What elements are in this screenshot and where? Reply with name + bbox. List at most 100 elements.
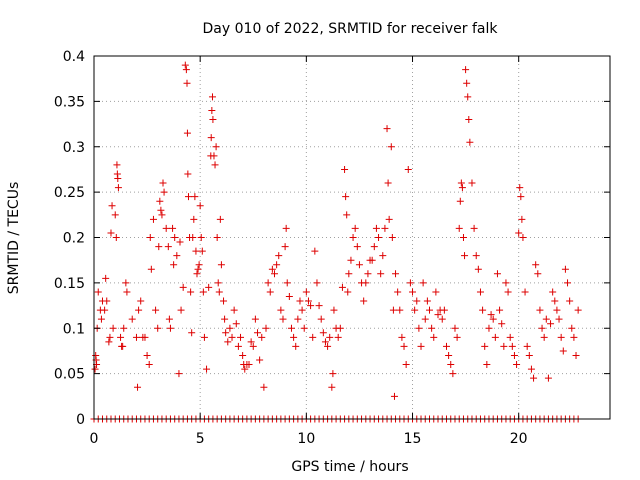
data-point (188, 329, 196, 337)
data-point (487, 311, 495, 319)
data-point (221, 315, 229, 323)
data-point (285, 292, 293, 300)
grid-lines (94, 56, 610, 419)
data-point (319, 329, 327, 337)
data-point (215, 288, 223, 296)
data-point (147, 265, 155, 273)
data-point (515, 229, 523, 237)
data-point (451, 324, 459, 332)
y-tick-label: 0.2 (63, 231, 85, 247)
data-point (336, 324, 344, 332)
data-point (525, 351, 533, 359)
data-point (251, 315, 259, 323)
data-point (493, 270, 501, 278)
data-point (459, 234, 467, 241)
data-point (568, 324, 576, 332)
data-point (220, 297, 228, 305)
data-point (155, 243, 163, 251)
data-point (262, 324, 270, 332)
data-point (527, 365, 535, 373)
y-tick-label: 0.25 (54, 185, 85, 201)
data-point (396, 306, 404, 314)
data-point (200, 333, 208, 341)
data-point (457, 179, 465, 187)
data-point (193, 270, 201, 278)
data-point (394, 288, 402, 296)
data-point (292, 342, 300, 350)
data-point (102, 274, 110, 282)
data-point (113, 161, 121, 169)
data-point (557, 333, 565, 341)
data-point (406, 279, 414, 287)
data-point (351, 224, 359, 232)
data-point (479, 306, 487, 314)
data-point (381, 224, 389, 232)
data-point (516, 184, 524, 192)
data-point (551, 297, 559, 305)
y-tick-label: 0 (76, 412, 85, 428)
data-point (141, 333, 149, 341)
data-point (170, 261, 178, 269)
data-point (513, 361, 521, 369)
data-point (398, 333, 406, 341)
data-point (400, 342, 408, 350)
data-point (455, 224, 463, 232)
data-point (476, 288, 484, 296)
data-point (132, 333, 140, 341)
data-point (355, 261, 363, 269)
data-point (549, 288, 557, 296)
data-point (128, 315, 136, 323)
data-point (428, 324, 436, 332)
data-point (485, 324, 493, 332)
data-point (402, 361, 410, 369)
data-point (466, 138, 474, 146)
data-point (106, 333, 114, 341)
data-point (154, 324, 162, 332)
data-point (222, 329, 230, 337)
data-point (197, 234, 205, 241)
data-point (566, 297, 574, 305)
data-point (426, 306, 434, 314)
data-point (298, 306, 306, 314)
data-point (334, 333, 342, 341)
data-point (502, 279, 510, 287)
data-point (559, 347, 567, 355)
data-point (372, 224, 380, 232)
data-point (111, 211, 119, 219)
data-point (498, 320, 506, 328)
data-point (360, 297, 368, 305)
data-point (474, 265, 482, 273)
data-point (187, 288, 195, 296)
data-point (146, 234, 154, 241)
data-point (413, 297, 421, 305)
data-point (343, 211, 351, 219)
data-point (496, 306, 504, 314)
data-point (179, 283, 187, 291)
data-point (107, 229, 115, 237)
data-point (344, 288, 352, 296)
data-point (279, 315, 287, 323)
data-point (114, 175, 122, 183)
data-point (453, 333, 461, 341)
data-point (228, 333, 236, 341)
data-point (256, 356, 264, 364)
data-point (392, 270, 400, 278)
data-point (134, 383, 142, 391)
data-point (210, 152, 218, 160)
data-point (120, 324, 128, 332)
data-point (315, 302, 323, 310)
data-point (214, 279, 222, 287)
data-point (135, 306, 143, 314)
data-point (176, 238, 184, 246)
data-point (419, 279, 427, 287)
data-point (216, 215, 224, 223)
data-point (387, 143, 395, 151)
data-point (388, 234, 396, 241)
data-point (489, 315, 497, 323)
y-axis-title: SRMTID / TECUs (6, 182, 22, 295)
data-point (574, 306, 582, 314)
data-point (175, 370, 183, 378)
data-point (162, 224, 170, 232)
data-point (465, 116, 473, 124)
data-point (184, 170, 192, 178)
